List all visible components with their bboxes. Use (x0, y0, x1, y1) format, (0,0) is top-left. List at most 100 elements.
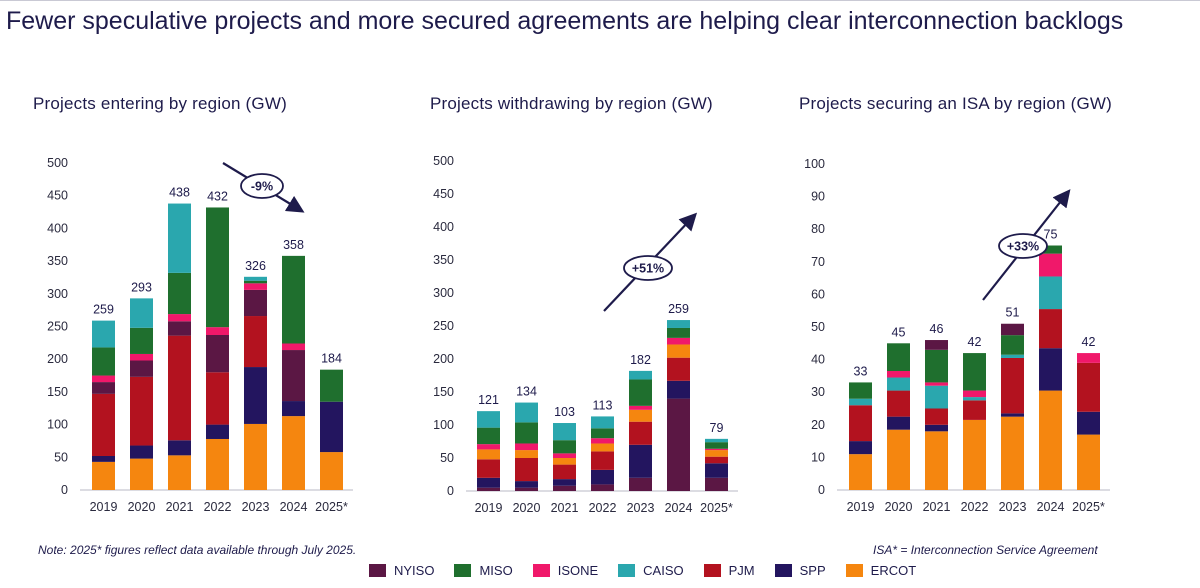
x-tick-label: 2021 (166, 500, 194, 514)
legend-item-spp: SPP (774, 563, 826, 578)
bar-total-label: 75 (1044, 228, 1058, 242)
bar-segment-nyiso (477, 487, 500, 491)
bar-segment-caiso (667, 320, 690, 328)
bar-segment-ercot (849, 454, 872, 490)
bar-segment-caiso (629, 370, 652, 380)
bar-segment-miso (963, 353, 986, 391)
bar-segment-nyiso (168, 321, 191, 336)
bar-segment-spp (1077, 411, 1100, 435)
bar-segment-pjm (925, 408, 948, 425)
bar-segment-isone (477, 444, 500, 450)
bar-segment-caiso (515, 402, 538, 423)
top-rule (0, 0, 1200, 1)
bar-segment-pjm (92, 393, 115, 456)
x-tick-label: 2020 (885, 500, 913, 514)
bar-segment-spp (925, 424, 948, 432)
bar-segment-pjm (244, 316, 267, 368)
bar-segment-pjm (515, 458, 538, 482)
bar-total-label: 33 (854, 364, 868, 378)
bar-segment-pjm (1077, 362, 1100, 412)
bar-total-label: 79 (710, 421, 724, 435)
bar-segment-miso (515, 422, 538, 444)
bar-segment-spp (553, 479, 576, 486)
legend-item-isone: ISONE (532, 563, 599, 578)
bar-segment-spp (244, 367, 267, 424)
legend-label: ISONE (557, 563, 599, 578)
bar-segment-isone (282, 343, 305, 351)
chart-title-isa: Projects securing an ISA by region (GW) (799, 94, 1112, 113)
trend-badge (623, 255, 673, 281)
y-tick-label: 100 (433, 418, 454, 432)
bar-segment-spp (1039, 348, 1062, 391)
bar-segment-spp (629, 444, 652, 478)
bar-segment-caiso (130, 298, 153, 328)
bar-total-label: 45 (892, 325, 906, 339)
bar-segment-miso (92, 347, 115, 376)
bar-segment-isone (515, 443, 538, 451)
y-tick-label: 0 (447, 484, 454, 498)
bar-segment-ercot (282, 416, 305, 490)
bar-total-label: 51 (1006, 306, 1020, 320)
y-tick-label: 250 (433, 319, 454, 333)
legend-swatch (369, 564, 386, 577)
bar-segment-ercot (477, 449, 500, 460)
bar-segment-miso (591, 428, 614, 439)
bar-segment-nyiso (92, 382, 115, 394)
trend-badge-label: +33% (1007, 240, 1039, 254)
bar-segment-ercot (130, 458, 153, 490)
bar-segment-caiso (244, 276, 267, 281)
bar-segment-isone (206, 327, 229, 336)
bar-total-label: 438 (169, 186, 190, 200)
bar-segment-pjm (130, 376, 153, 446)
bar-segment-ercot (1077, 434, 1100, 490)
bar-segment-miso (477, 427, 500, 445)
y-tick-label: 80 (811, 222, 825, 236)
legend-item-ercot: ERCOT (845, 563, 916, 578)
y-tick-label: 450 (47, 189, 68, 203)
bar-segment-spp (667, 380, 690, 399)
bar-segment-spp (515, 481, 538, 488)
x-tick-label: 2022 (961, 500, 989, 514)
bar-segment-nyiso (629, 477, 652, 491)
x-tick-label: 2025* (1072, 500, 1105, 514)
bar-segment-isone (553, 453, 576, 458)
legend-swatch (703, 564, 721, 577)
bar-segment-spp (705, 463, 728, 478)
bar-total-label: 326 (245, 259, 266, 273)
x-tick-label: 2020 (128, 500, 156, 514)
x-tick-label: 2019 (475, 501, 503, 515)
bar-segment-pjm (667, 357, 690, 381)
bar-segment-caiso (963, 397, 986, 401)
bar-segment-isone (925, 382, 948, 386)
chart-projects-isa: 0 10 20 30 40 50 60 70 80 90 100 33 2019 45 2020 46 2021… (804, 157, 1110, 514)
legend-item-miso: MISO (454, 563, 513, 578)
bar-segment-isone (705, 448, 728, 451)
bar-segment-ercot (515, 450, 538, 458)
bar-total-label: 182 (630, 353, 651, 367)
bar-segment-spp (1001, 413, 1024, 417)
bar-segment-ercot (925, 431, 948, 490)
bar-segment-caiso (705, 438, 728, 443)
bar-segment-ercot (1039, 390, 1062, 490)
page-title: Fewer speculative projects and more secu… (6, 7, 1124, 35)
x-tick-label: 2021 (551, 501, 579, 515)
bar-segment-isone (629, 405, 652, 410)
y-tick-label: 0 (61, 483, 68, 497)
bar-total-label: 46 (930, 322, 944, 336)
bar-segment-miso (629, 379, 652, 406)
bar-segment-ercot (705, 450, 728, 457)
y-tick-label: 450 (433, 187, 454, 201)
legend-item-pjm: PJM (703, 563, 755, 578)
bar-segment-miso (705, 442, 728, 449)
x-tick-label: 2019 (847, 500, 875, 514)
bar-segment-caiso (477, 411, 500, 428)
bar-segment-ercot (1001, 416, 1024, 490)
legend-item-nyiso: NYISO (369, 563, 434, 578)
bar-segment-miso (667, 327, 690, 338)
x-tick-label: 2022 (204, 500, 232, 514)
y-tick-label: 30 (811, 385, 825, 399)
bar-segment-ercot (667, 344, 690, 358)
y-tick-label: 500 (433, 154, 454, 168)
bar-segment-spp (849, 441, 872, 455)
